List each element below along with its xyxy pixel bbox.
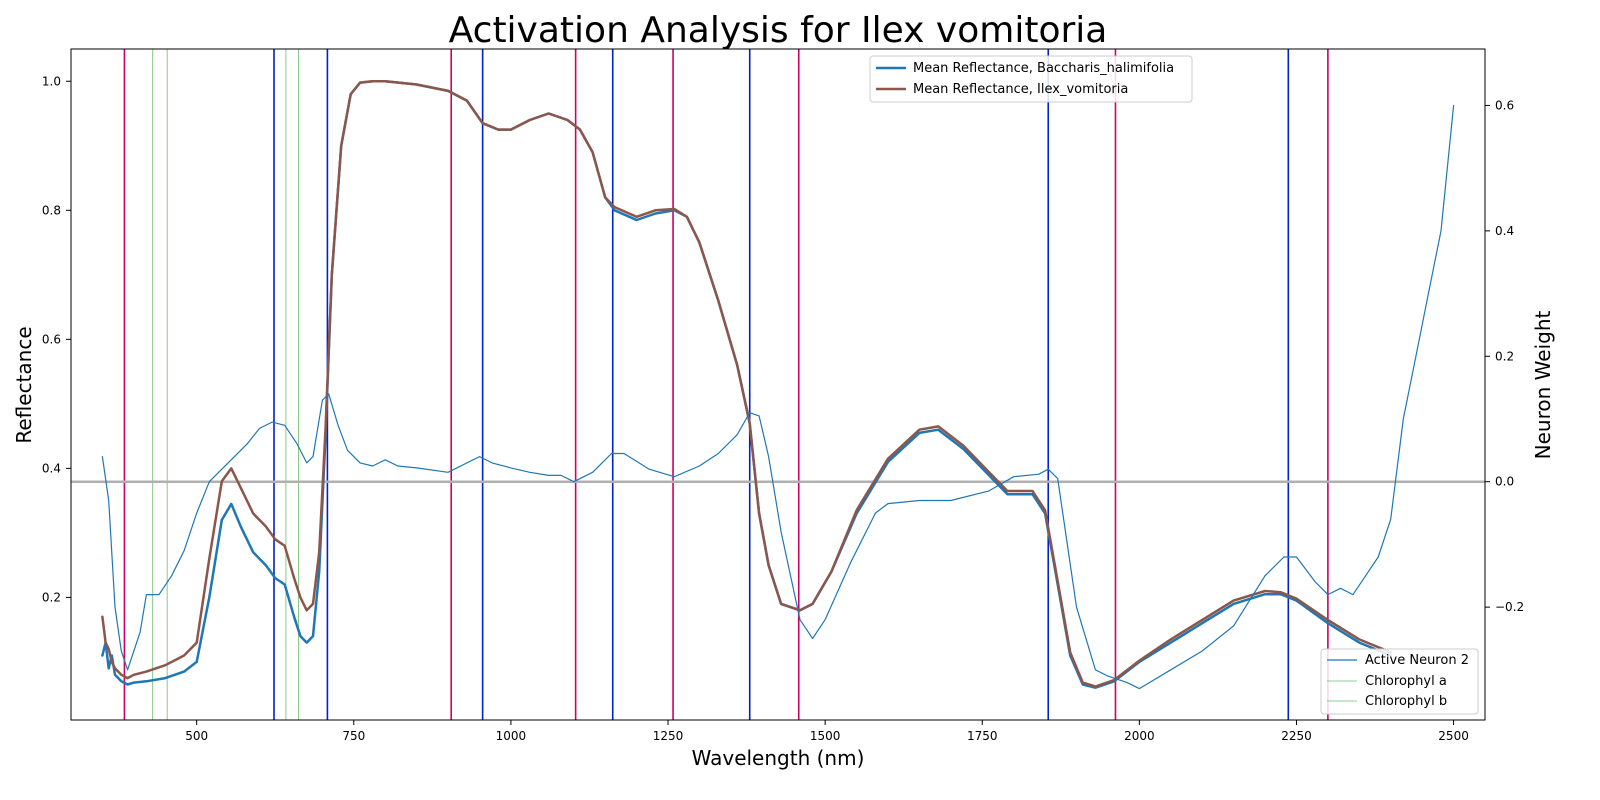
x-axis-label: Wavelength (nm) [692, 746, 865, 770]
x-tick-label: 1000 [496, 729, 527, 743]
legend-label-baccharis: Mean Reflectance, Baccharis_halimifolia [913, 61, 1174, 76]
y2-tick-label: 0.4 [1495, 224, 1514, 238]
x-tick-label: 500 [185, 729, 208, 743]
chlorophyll-lines [152, 49, 299, 720]
y-tick-label: 0.2 [42, 590, 61, 604]
y2-tick-label: −0.2 [1495, 600, 1524, 614]
y-axis-ticks: 0.2 0.4 0.6 0.8 1.0 [42, 74, 71, 604]
x-tick-label: 2500 [1438, 729, 1469, 743]
y-tick-label: 0.6 [42, 332, 61, 346]
y-tick-label: 1.0 [42, 74, 61, 88]
y2-axis-ticks: −0.2 0.0 0.2 0.4 0.6 [1485, 98, 1524, 614]
series-lines [101, 80, 1455, 690]
legend-top: Mean Reflectance, Baccharis_halimifolia … [869, 55, 1193, 103]
y2-tick-label: 0.6 [1495, 98, 1514, 112]
x-tick-label: 750 [342, 729, 365, 743]
series-line-ilex [101, 80, 1392, 688]
legend-label-ilex: Mean Reflectance, Ilex_vomitoria [913, 82, 1128, 97]
chart-title: Activation Analysis for Ilex vomitoria [449, 10, 1108, 51]
legend-top-frame [869, 55, 1193, 103]
legend-label-chlorophyll-b: Chlorophyl b [1365, 694, 1447, 709]
x-tick-label: 1500 [810, 729, 841, 743]
x-tick-label: 1750 [967, 729, 998, 743]
band-lines [123, 49, 1329, 720]
legend-label-chlorophyll-a: Chlorophyl a [1365, 674, 1447, 689]
x-tick-label: 1250 [653, 729, 684, 743]
x-tick-label: 2000 [1124, 729, 1155, 743]
legend-label-neuron: Active Neuron 2 [1365, 653, 1469, 668]
legend-bottom: Active Neuron 2 Chlorophyl a Chlorophyl … [1320, 648, 1479, 715]
y2-tick-label: 0.2 [1495, 349, 1514, 363]
plot-frame [70, 48, 1486, 721]
y-tick-label: 0.4 [42, 461, 61, 475]
x-axis-ticks: 500 750 1000 1250 1500 1750 2000 2250 2500 [185, 720, 1469, 743]
y2-axis-label: Neuron Weight [1531, 311, 1555, 460]
x-tick-label: 2250 [1281, 729, 1312, 743]
series-line-neuron [101, 104, 1455, 690]
legend-bottom-frame [1320, 648, 1479, 715]
y-axis-label: Reflectance [12, 326, 36, 443]
series-line-baccharis [101, 80, 1392, 689]
y-tick-label: 0.8 [42, 203, 61, 217]
y2-tick-label: 0.0 [1495, 475, 1514, 489]
